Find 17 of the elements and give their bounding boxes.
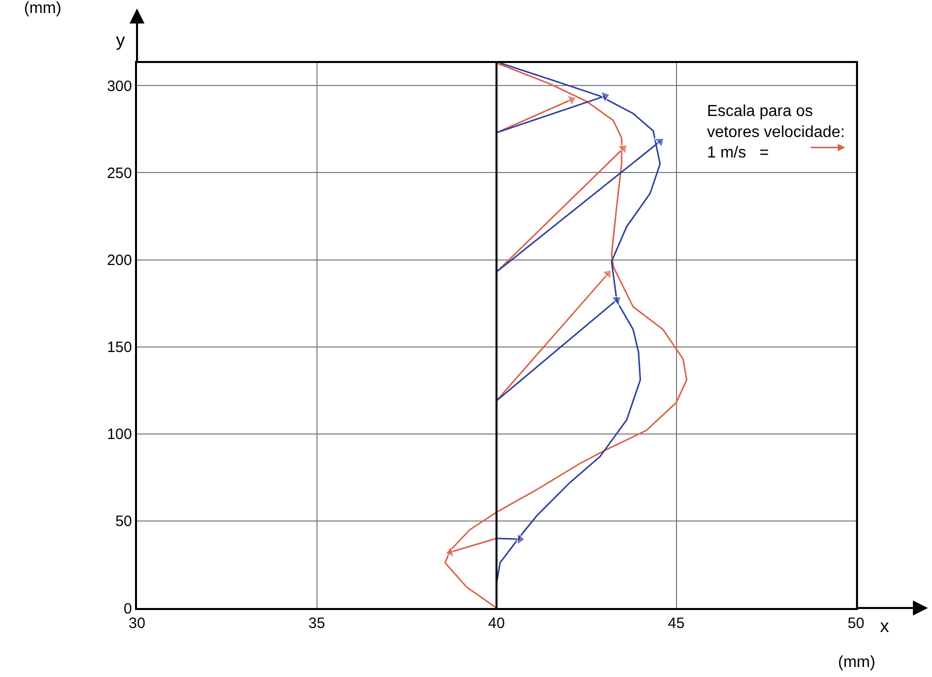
y-axis-title: y	[116, 30, 125, 50]
y-tick-label: 50	[115, 513, 132, 530]
annotation: Escala para os vetores velocidade: 1 m/s =	[707, 103, 845, 162]
x-axis-title: x	[880, 616, 889, 636]
x-tick-label: 30	[128, 615, 146, 632]
y-tick-label: 200	[106, 252, 132, 270]
x-tick-label: 50	[848, 615, 864, 632]
text: (mm)	[24, 0, 62, 17]
y-tick-label: 300	[106, 78, 132, 95]
x-tick-label: 35	[308, 615, 326, 632]
text: (mm)	[838, 654, 876, 671]
x-tick-label: 40	[488, 615, 505, 632]
y-tick-label: 100	[106, 426, 132, 444]
x-tick-label: 45	[668, 615, 685, 632]
y-tick-label: 150	[106, 339, 132, 356]
y-tick-label: 250	[106, 164, 132, 182]
y-tick-label: 0	[124, 600, 132, 618]
